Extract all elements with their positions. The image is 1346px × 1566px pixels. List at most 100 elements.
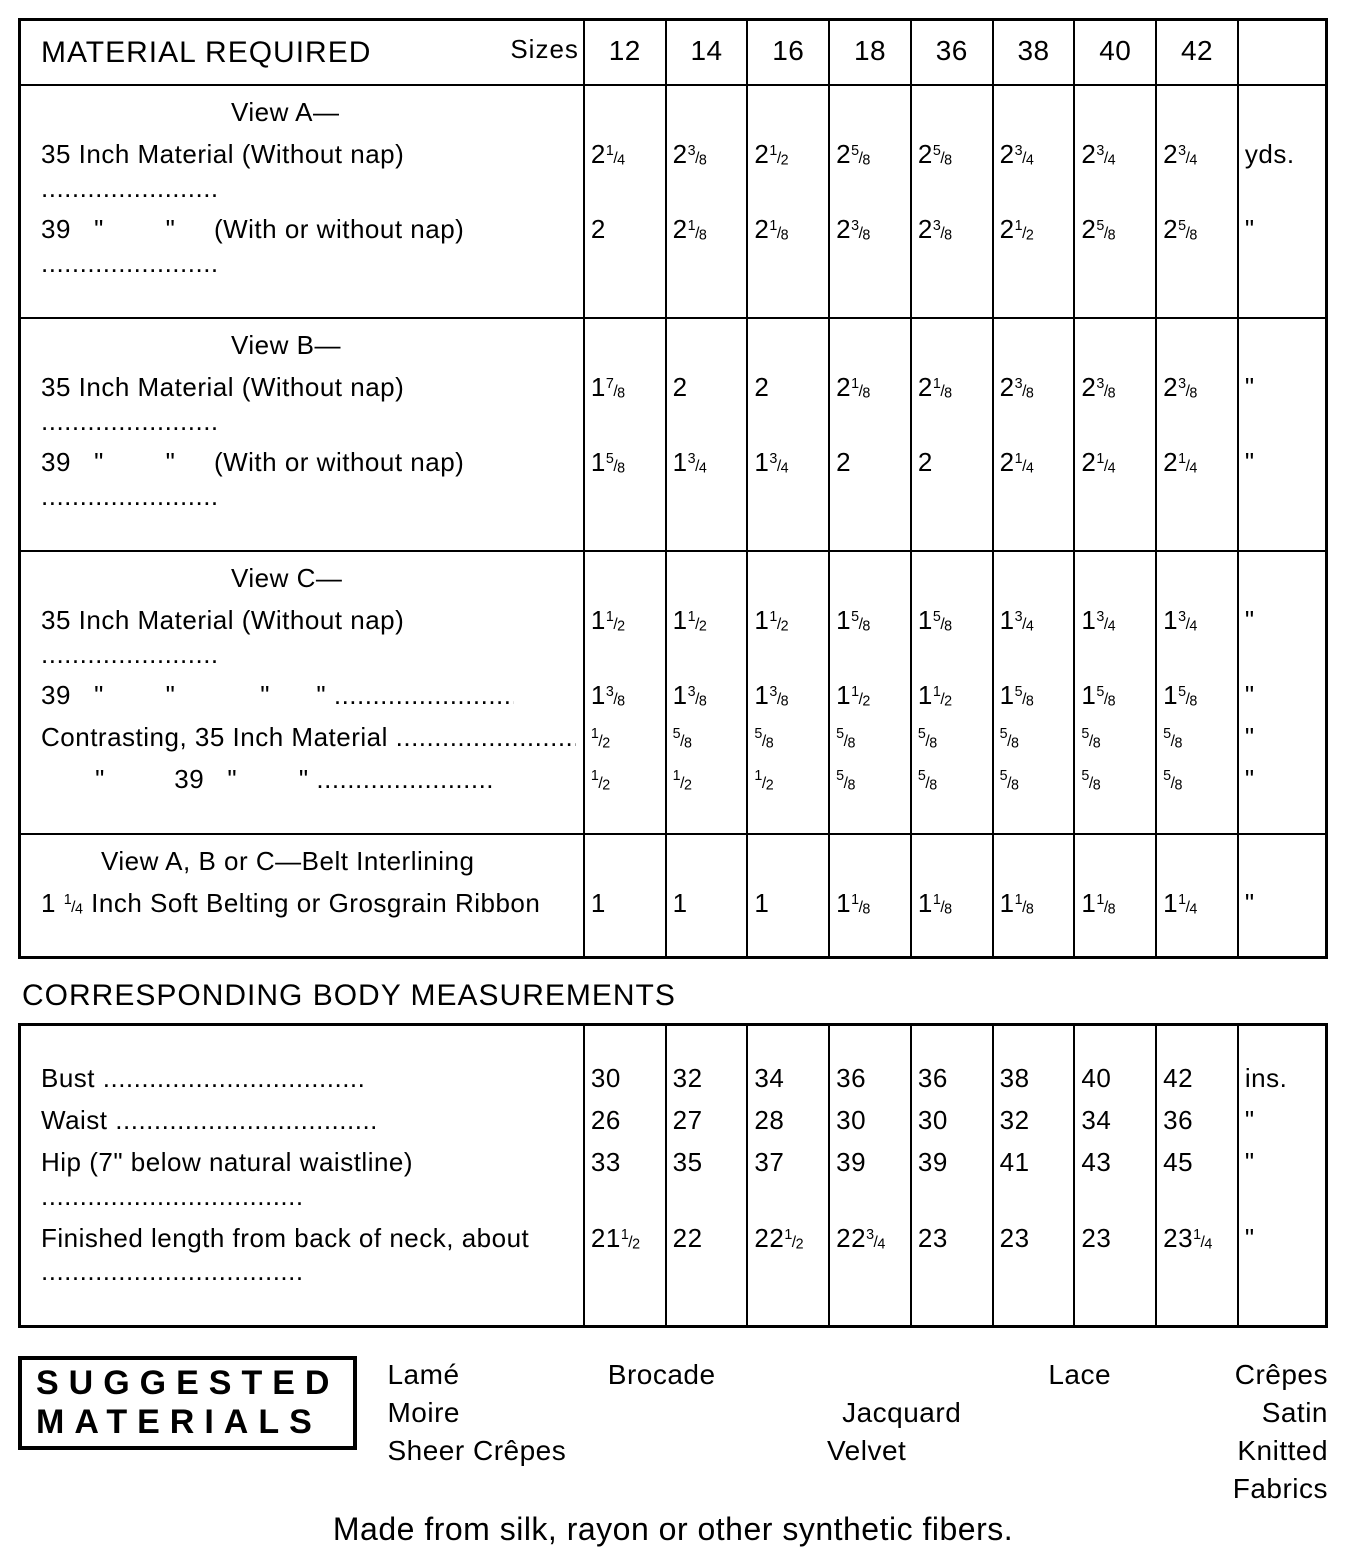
cell: 32 xyxy=(666,1058,748,1100)
cell: 23/8 xyxy=(1074,367,1156,443)
cell: 34 xyxy=(747,1058,829,1100)
row-label: 39 " " (With or without nap) xyxy=(41,447,464,477)
cell: 5/8 xyxy=(666,717,748,759)
cell: 42 xyxy=(1156,1058,1238,1100)
table-row: Contrasting, 35 Inch Material ..........… xyxy=(20,717,1327,759)
material-name xyxy=(828,1356,1048,1394)
cell: 1/2 xyxy=(584,759,666,801)
cell: 15/8 xyxy=(584,442,666,518)
cell: 11/4 xyxy=(1156,883,1238,925)
cell: 39 xyxy=(911,1142,993,1218)
cell: 23 xyxy=(993,1218,1075,1294)
material-name: Jacquard xyxy=(842,1394,1069,1432)
cell: 21/8 xyxy=(911,367,993,443)
cell: 11/8 xyxy=(993,883,1075,925)
header-title: MATERIAL REQUIRED xyxy=(41,36,371,69)
table-row: 39 " " (With or without nap) ...........… xyxy=(20,442,1327,518)
cell: 41 xyxy=(993,1142,1075,1218)
size-col-40: 40 xyxy=(1074,20,1156,86)
cell: 39 xyxy=(829,1142,911,1218)
cell: 25/8 xyxy=(911,134,993,210)
material-name: Sheer Crêpes xyxy=(387,1432,607,1508)
cell: 5/8 xyxy=(1156,717,1238,759)
cell: 21/4 xyxy=(993,442,1075,518)
size-col-18: 18 xyxy=(829,20,911,86)
cell: 5/8 xyxy=(1074,759,1156,801)
cell: 1 xyxy=(666,883,748,925)
cell: 2 xyxy=(911,442,993,518)
cell: 1/2 xyxy=(747,759,829,801)
cell: 1 xyxy=(747,883,829,925)
cell: 5/8 xyxy=(829,717,911,759)
material-name xyxy=(607,1432,827,1508)
unit-cell: " xyxy=(1238,1142,1327,1218)
cell: 23/8 xyxy=(993,367,1075,443)
row-label: 39 " " " " xyxy=(41,680,326,710)
material-name: Brocade xyxy=(608,1356,828,1394)
cell: 27 xyxy=(666,1100,748,1142)
cell: 21/8 xyxy=(666,209,748,285)
cell: 38 xyxy=(993,1058,1075,1100)
cell: 22 xyxy=(666,1218,748,1294)
cell: 21/4 xyxy=(1074,442,1156,518)
cell: 13/8 xyxy=(747,675,829,717)
suggested-row: LaméBrocadeLaceCrêpes xyxy=(387,1356,1328,1394)
cell: 2 xyxy=(584,209,666,285)
view-heading: View A, B or C—Belt Interlining xyxy=(41,845,577,879)
table-row: 1 1/4 Inch Soft Belting or Grosgrain Rib… xyxy=(20,883,1327,925)
table-row: Finished length from back of neck, about… xyxy=(20,1218,1327,1294)
cell: 36 xyxy=(829,1058,911,1100)
cell: 21/2 xyxy=(993,209,1075,285)
size-col-16: 16 xyxy=(747,20,829,86)
cell: 231/4 xyxy=(1156,1218,1238,1294)
unit-cell: yds. xyxy=(1238,134,1327,210)
cell: 11/8 xyxy=(829,883,911,925)
cell: 13/4 xyxy=(993,600,1075,676)
size-col-42: 42 xyxy=(1156,20,1238,86)
cell: 15/8 xyxy=(1156,675,1238,717)
unit-cell: " xyxy=(1238,209,1327,285)
cell: 13/4 xyxy=(1156,600,1238,676)
cell: 13/4 xyxy=(666,442,748,518)
table-row: 39 " " (With or without nap) ...........… xyxy=(20,209,1327,285)
cell: 5/8 xyxy=(993,717,1075,759)
table-row: Waist ..................................… xyxy=(20,1100,1327,1142)
material-name xyxy=(1047,1432,1233,1508)
size-col-12: 12 xyxy=(584,20,666,86)
suggested-row: MoireJacquardSatin xyxy=(387,1394,1328,1432)
cell: 11/2 xyxy=(911,675,993,717)
cell: 43 xyxy=(1074,1142,1156,1218)
cell: 21/2 xyxy=(747,134,829,210)
cell: 223/4 xyxy=(829,1218,911,1294)
header-title-cell: MATERIAL REQUIRED Sizes xyxy=(20,20,584,86)
cell: 5/8 xyxy=(1156,759,1238,801)
cell: 5/8 xyxy=(747,717,829,759)
cell: 23/8 xyxy=(829,209,911,285)
cell: 23/8 xyxy=(666,134,748,210)
cell: 36 xyxy=(1156,1100,1238,1142)
table-row: " 39 " " ...............................… xyxy=(20,759,1327,801)
cell: 15/8 xyxy=(829,600,911,676)
material-name: Crêpes xyxy=(1235,1356,1328,1394)
table-row: 35 Inch Material (Without nap) .........… xyxy=(20,600,1327,676)
suggested-box-line1: SUGGESTED xyxy=(36,1364,339,1403)
cell: 5/8 xyxy=(911,717,993,759)
unit-cell: " xyxy=(1238,675,1327,717)
row-label: Waist xyxy=(41,1105,108,1135)
cell: 21/4 xyxy=(584,134,666,210)
cell: 21/8 xyxy=(829,367,911,443)
cell: 21/8 xyxy=(747,209,829,285)
cell: 23 xyxy=(1074,1218,1156,1294)
cell: 13/8 xyxy=(584,675,666,717)
cell: 40 xyxy=(1074,1058,1156,1100)
cell: 13/4 xyxy=(1074,600,1156,676)
body-measurements-table: Bust ...................................… xyxy=(18,1023,1328,1328)
unit-cell: " xyxy=(1238,759,1327,801)
cell: 13/4 xyxy=(747,442,829,518)
row-label: 1 1/4 Inch Soft Belting or Grosgrain Rib… xyxy=(41,888,540,918)
cell: 2 xyxy=(829,442,911,518)
unit-cell: " xyxy=(1238,442,1327,518)
suggested-materials-row: SUGGESTED MATERIALS LaméBrocadeLaceCrêpe… xyxy=(18,1356,1328,1507)
cell: 26 xyxy=(584,1100,666,1142)
cell: 2 xyxy=(666,367,748,443)
